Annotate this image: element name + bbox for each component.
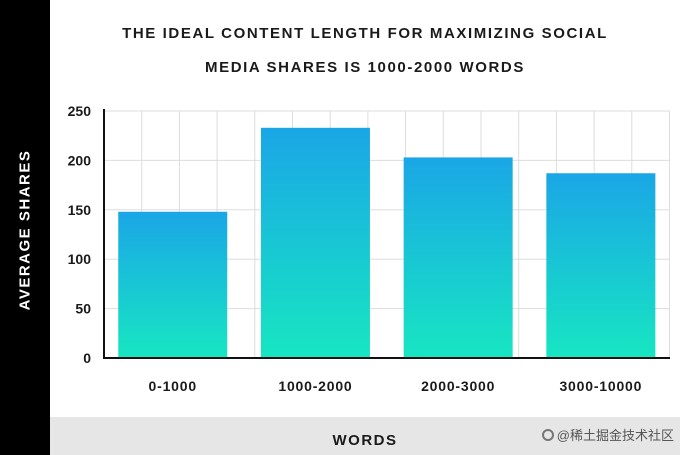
bar-0-1000 — [118, 211, 228, 358]
x-tick-label: 0-1000 — [149, 378, 197, 394]
watermark: @稀土掘金技术社区 — [541, 425, 674, 444]
watermark-text: @稀土掘金技术社区 — [556, 428, 674, 443]
y-tick-label: 50 — [75, 301, 91, 317]
x-axis-band: WORDS @稀土掘金技术社区 — [50, 417, 680, 455]
chart-title-line-1: THE IDEAL CONTENT LENGTH FOR MAXIMIZING … — [122, 25, 608, 42]
y-tick-label: 0 — [83, 350, 91, 366]
chart-title-line-2: MEDIA SHARES IS 1000-2000 WORDS — [205, 59, 525, 76]
y-tick-label: 250 — [68, 103, 92, 119]
x-tick-label: 3000-10000 — [559, 378, 642, 394]
y-tick-label: 200 — [68, 152, 92, 168]
y-tick-label: 150 — [68, 202, 92, 218]
left-band: AVERAGE SHARES — [0, 0, 50, 455]
x-tick-label: 2000-3000 — [421, 378, 495, 394]
bar-3000-10000 — [546, 173, 656, 358]
x-tick-label: 1000-2000 — [278, 378, 352, 394]
bar-1000-2000 — [260, 127, 370, 359]
bar-2000-3000 — [403, 157, 513, 358]
y-tick-label: 100 — [68, 251, 92, 267]
x-axis-label: WORDS — [332, 432, 398, 449]
chat-bubble-icon — [541, 429, 554, 441]
